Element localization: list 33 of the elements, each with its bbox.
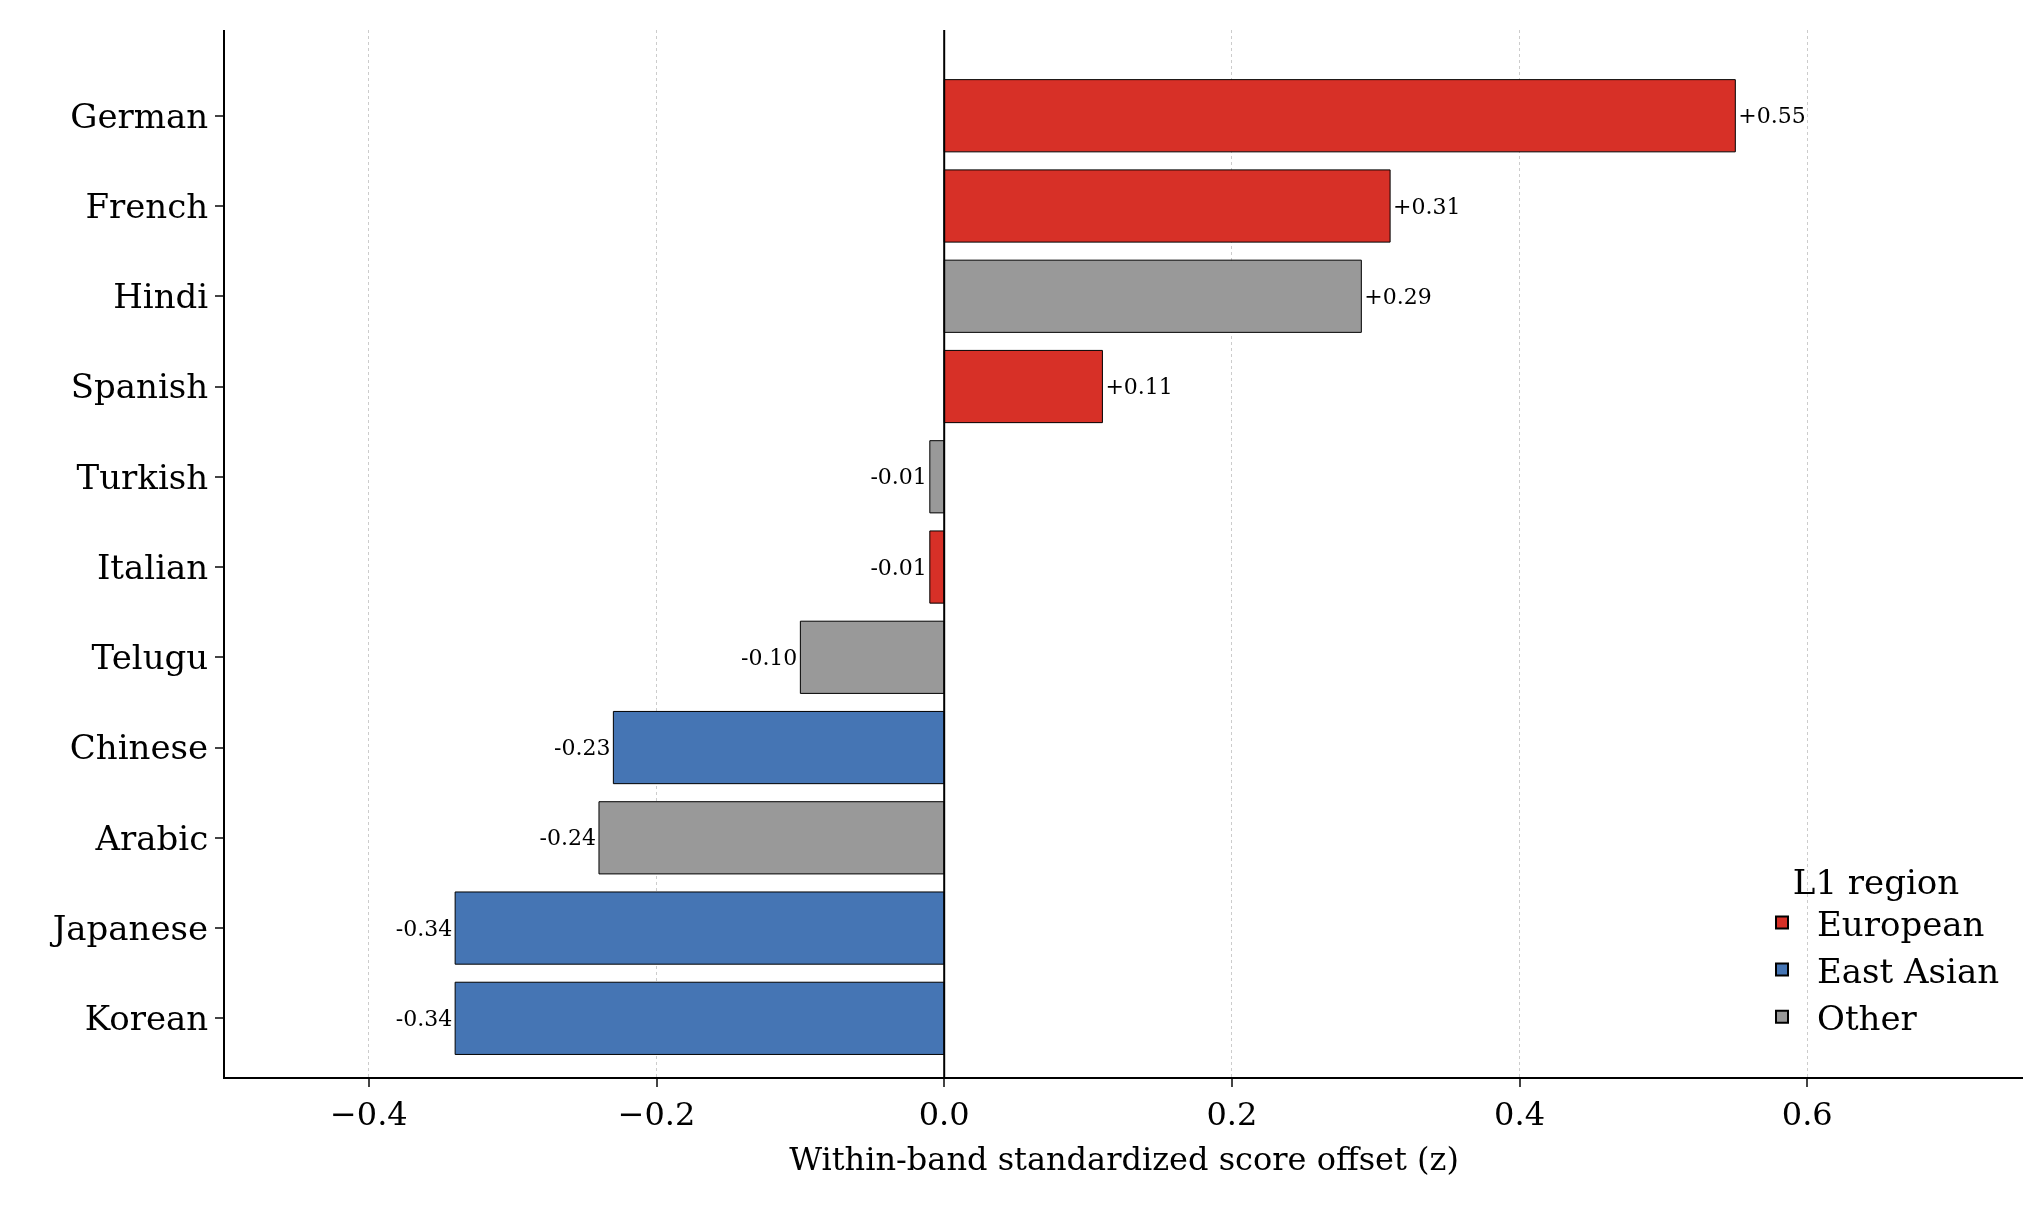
data-label: -0.23 xyxy=(553,735,611,761)
data-label: +0.29 xyxy=(1364,283,1432,309)
data-label: -0.01 xyxy=(870,554,927,580)
y-tick-label: Italian xyxy=(96,546,209,587)
y-tick-label: Turkish xyxy=(76,456,209,497)
data-label: -0.01 xyxy=(870,464,927,490)
x-tick-label: 0.6 xyxy=(1781,1095,1833,1134)
data-label: -0.24 xyxy=(539,825,596,851)
x-tick-label: 0.2 xyxy=(1206,1095,1258,1134)
legend-label: East Asian xyxy=(1817,950,2000,991)
data-label: -0.34 xyxy=(395,915,453,941)
y-tick-label: Chinese xyxy=(69,727,209,768)
x-tick-label: −0.2 xyxy=(617,1095,696,1134)
y-tick-label: German xyxy=(70,95,209,136)
legend-label: Other xyxy=(1817,998,1918,1039)
data-label: -0.10 xyxy=(740,644,798,670)
y-tick-label: Hindi xyxy=(113,276,209,317)
data-label: +0.31 xyxy=(1393,193,1461,219)
legend-label: European xyxy=(1817,903,1985,944)
y-tick-label: Japanese xyxy=(49,907,209,948)
x-tick-label: −0.4 xyxy=(329,1095,408,1134)
x-tick-label: 0.4 xyxy=(1494,1095,1546,1134)
legend-title: L1 region xyxy=(1792,861,1960,902)
x-tick-label: 0.0 xyxy=(918,1095,970,1134)
data-label: -0.34 xyxy=(395,1005,453,1031)
y-tick-label: Spanish xyxy=(70,366,209,407)
data-label: +0.55 xyxy=(1738,103,1806,129)
y-tick-label: Korean xyxy=(84,998,209,1039)
x-axis-title: Within-band standardized score offset (z) xyxy=(789,1139,1459,1178)
data-label: +0.11 xyxy=(1105,374,1173,400)
y-tick-label: Arabic xyxy=(94,817,209,858)
y-tick-label: Telugu xyxy=(91,637,209,678)
y-tick-label: French xyxy=(85,185,209,226)
